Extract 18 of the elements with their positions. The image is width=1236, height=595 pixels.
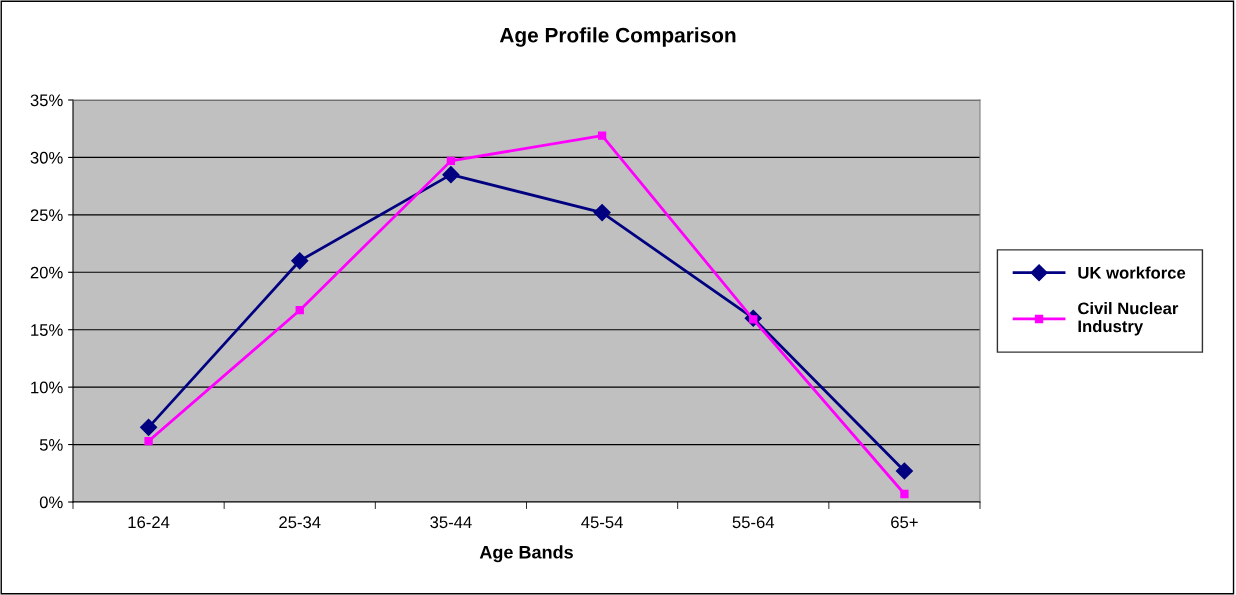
y-tick-label: 25% (30, 209, 63, 222)
legend-label: UK workforce (1078, 266, 1186, 279)
y-tick-label: 0% (39, 496, 63, 509)
x-tick-label: 65+ (891, 516, 918, 529)
x-axis-title: Age Bands (479, 545, 573, 563)
y-tick-label: 5% (39, 439, 63, 451)
x-tick-label: 45-54 (581, 516, 623, 529)
y-tick-label: 10% (31, 381, 63, 394)
x-tick-label: 55-64 (732, 516, 775, 529)
legend-label: Civil Nuclear Industry (1078, 302, 1179, 336)
x-tick-label: 16-24 (128, 516, 170, 529)
y-tick-label: 15% (31, 324, 63, 336)
y-tick-label: 35% (30, 94, 63, 107)
y-tick-label: 30% (30, 151, 63, 164)
x-tick-label: 35-44 (430, 516, 472, 529)
x-tick-label: 25-34 (279, 516, 321, 529)
chart-title: Age Profile Comparison (499, 27, 736, 47)
y-tick-label: 20% (30, 266, 63, 279)
